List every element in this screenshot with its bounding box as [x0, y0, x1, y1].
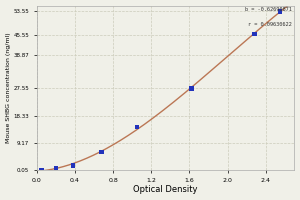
- Point: [252, 32, 257, 35]
- Point: [189, 87, 194, 90]
- Point: [99, 150, 104, 153]
- Point: [134, 125, 139, 129]
- X-axis label: Optical Density: Optical Density: [133, 185, 198, 194]
- Point: [278, 10, 283, 13]
- Point: [53, 167, 58, 170]
- Y-axis label: Mouse SHBG concentration (ng/ml): Mouse SHBG concentration (ng/ml): [6, 32, 10, 143]
- Point: [39, 168, 44, 171]
- Text: r = 0.09630622: r = 0.09630622: [248, 22, 292, 27]
- Text: b = -0.62690871: b = -0.62690871: [245, 7, 292, 12]
- Point: [70, 164, 75, 167]
